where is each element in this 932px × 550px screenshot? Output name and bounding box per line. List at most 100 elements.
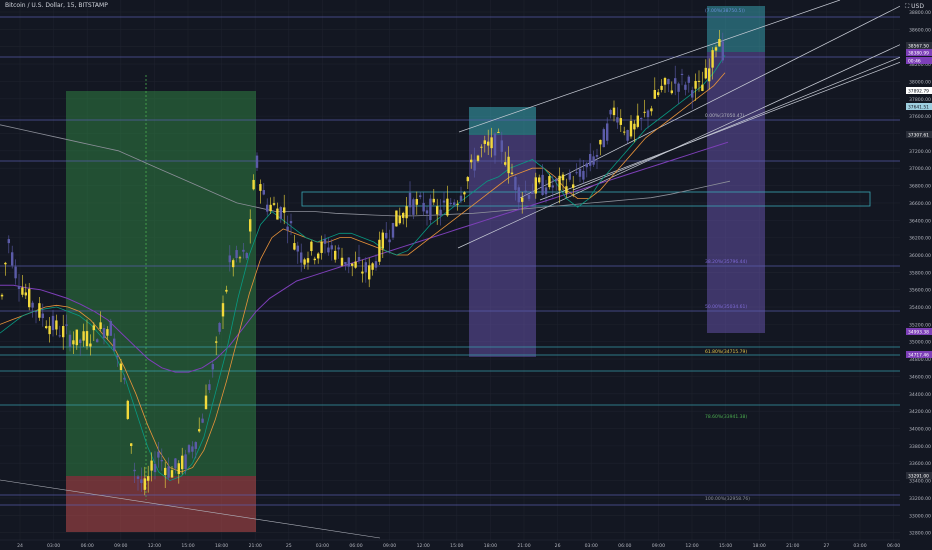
candle-body <box>663 78 667 85</box>
time-tick-label: 15:00 <box>181 543 194 549</box>
candle-body <box>11 252 14 266</box>
candle-body <box>211 364 214 370</box>
candle-body <box>7 239 10 244</box>
candle-body <box>140 479 143 484</box>
candle-body <box>306 258 310 263</box>
candle-body <box>204 395 208 410</box>
candle-body <box>517 187 520 203</box>
time-tick-label: 06:00 <box>349 543 362 549</box>
support-zone-box[interactable] <box>301 191 871 207</box>
fib-box-2[interactable] <box>707 52 765 333</box>
candle-body <box>51 315 55 331</box>
candle-body <box>483 140 486 144</box>
candle-body <box>466 177 469 182</box>
price-label-bg <box>906 87 932 94</box>
candle-body <box>99 322 102 329</box>
candle-body <box>21 287 24 295</box>
candle-body <box>612 107 616 116</box>
candle-body <box>215 341 218 343</box>
candle-body <box>640 117 643 119</box>
price-axis[interactable]: 32800.00 33000.00 33200.00 33400.00 33600.00… <box>900 0 932 550</box>
candle-body <box>463 192 466 195</box>
long-position-profit-zone[interactable] <box>66 91 256 476</box>
candle-body <box>646 110 650 118</box>
candle-body <box>34 311 38 313</box>
candle-body <box>694 80 697 89</box>
candle-body <box>28 288 31 308</box>
candle-body <box>674 78 677 84</box>
candle-body <box>48 325 51 335</box>
candle-body <box>453 202 456 205</box>
price-tick-label: 35800.00 <box>909 270 931 276</box>
symbol-title[interactable]: Bitcoin / U.S. Dollar, 15, BITSTAMP <box>5 2 108 9</box>
candle-body <box>143 478 146 490</box>
candle-body <box>534 177 537 194</box>
long-position-loss-zone[interactable] <box>66 476 256 532</box>
fib-box-top-1[interactable] <box>469 107 536 135</box>
candle-body <box>429 198 432 221</box>
drawing-boxes[interactable] <box>66 6 871 532</box>
price-tick-label: 38000.00 <box>909 79 931 85</box>
candle-body <box>41 313 44 319</box>
candle-body <box>493 133 497 156</box>
candle-body <box>249 219 252 232</box>
price-label-bg <box>906 103 932 110</box>
candle-body <box>385 232 388 239</box>
candle-body <box>14 266 17 279</box>
candle-body <box>446 198 449 216</box>
candle-body <box>102 327 106 338</box>
fib-level-label: 38.20%(35796.44) <box>705 259 747 265</box>
fib-level-labels: (7.00%(38750.5)) 0.00%(37050.47) 38.20%(35… <box>705 8 750 502</box>
candle-body <box>527 194 531 199</box>
candle-body <box>31 302 34 308</box>
diagonal-line <box>0 479 381 539</box>
time-tick-label: 12:00 <box>685 543 698 549</box>
time-axis[interactable]: 24 03:00 06:00 09:00 12:00 15:00 18:00 21:00 25 0… <box>0 539 932 550</box>
candle-body <box>62 326 65 338</box>
price-label: 37307.61 <box>908 133 929 139</box>
candle-body <box>72 340 75 345</box>
candle-body <box>313 258 316 261</box>
currency-selector[interactable]: ⛶ USD <box>905 3 924 11</box>
candle-body <box>555 178 558 182</box>
trend-line[interactable] <box>458 0 841 133</box>
candle-body <box>153 463 157 473</box>
candle-body <box>721 41 724 61</box>
candle-body <box>0 294 4 297</box>
candle-body <box>259 184 262 191</box>
candle-body <box>595 154 599 157</box>
candle-body <box>578 168 582 177</box>
trend-line[interactable] <box>457 29 932 249</box>
candle-body <box>415 199 418 205</box>
candle-body <box>24 292 27 296</box>
time-tick-label: 09:00 <box>652 543 665 549</box>
candle-body <box>75 329 78 346</box>
candle-body <box>283 207 286 213</box>
price-tick-label: 35600.00 <box>909 288 931 294</box>
candle-body <box>391 223 395 238</box>
candle-body <box>599 139 602 145</box>
candle-body <box>714 47 718 51</box>
candle-body <box>449 202 452 204</box>
candle-body <box>575 172 578 174</box>
time-tick-label: 26 <box>555 543 561 549</box>
price-tick-label: 35400.00 <box>909 305 931 311</box>
candle-body <box>708 68 711 82</box>
fib-box-1[interactable] <box>469 135 536 357</box>
price-tick-label: 33400.00 <box>909 479 931 485</box>
candle-body <box>602 129 605 148</box>
candle-body <box>136 476 140 479</box>
candle-body <box>660 85 663 90</box>
fib-level-label: 0.00%(37050.47) <box>705 113 745 119</box>
candle-body <box>96 339 99 343</box>
candle-body <box>323 238 327 244</box>
candle-body <box>160 459 163 462</box>
trend-line[interactable] <box>519 0 932 199</box>
time-tick-label: 18:00 <box>215 543 228 549</box>
price-tick-label: 35000.00 <box>909 340 931 346</box>
candle-body <box>636 115 639 127</box>
price-tick-label: 36800.00 <box>909 184 931 190</box>
trend-line[interactable] <box>572 49 919 191</box>
